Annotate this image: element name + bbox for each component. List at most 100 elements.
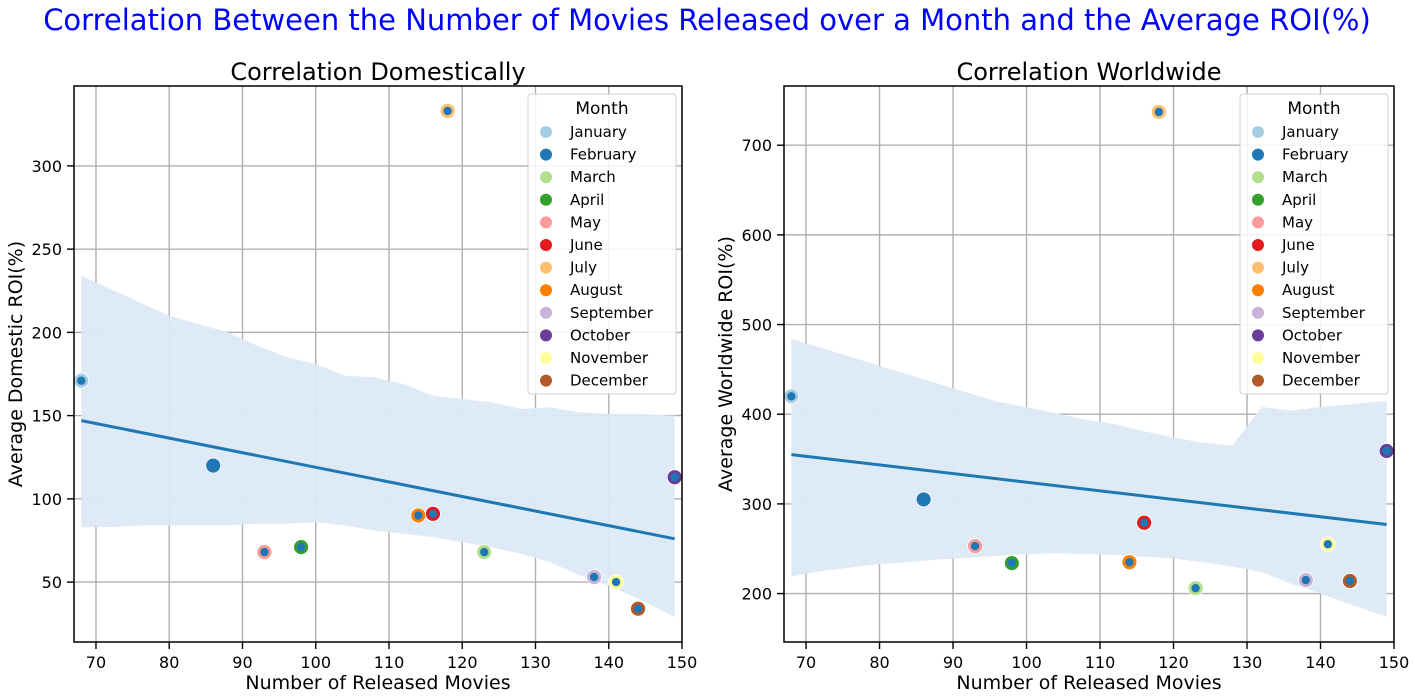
worldwide-legend-entry-september: September: [1282, 304, 1366, 322]
domestic-legend-box: [527, 93, 677, 395]
domestic-legend-entry-january: January: [569, 123, 627, 141]
figure-suptitle: Correlation Between the Number of Movies…: [43, 3, 1371, 37]
worldwide-legend-marker-june: [1252, 239, 1264, 251]
worldwide-legend-entry-february: February: [1282, 146, 1349, 164]
domestic-x-tick-label: 140: [593, 653, 624, 672]
worldwide-legend-box: [1239, 93, 1389, 395]
domestic-legend-marker-september: [540, 306, 552, 319]
worldwide-y-axis-label: Average Worldwide ROI(%): [715, 236, 737, 492]
worldwide-axes-frame: [783, 85, 1395, 643]
domestic-legend-entry-september: September: [570, 304, 654, 322]
domestic-x-tick-label: 130: [520, 653, 551, 672]
worldwide-legend-marker-november: [1252, 352, 1264, 364]
domestic-regression-dot: [443, 106, 452, 116]
worldwide-regression-dot: [1125, 557, 1134, 567]
domestic-regression-line: [81, 419, 675, 541]
domestic-x-tick-label: 150: [667, 653, 698, 672]
worldwide-x-tick-label: 90: [943, 653, 963, 672]
domestic-regression-dot: [633, 604, 643, 613]
domestic-legend-marker-january: [540, 126, 552, 138]
domestic-legend-entry-october: October: [570, 326, 631, 344]
worldwide-regression-dot: [787, 392, 796, 401]
worldwide-y-tick-label: 400: [741, 405, 772, 424]
domestic-legend-entry-december: December: [570, 372, 649, 390]
worldwide-legend-entry-october: October: [1282, 326, 1343, 344]
domestic-regression-dot: [414, 511, 423, 520]
domestic-legend-entry-november: November: [570, 349, 649, 367]
worldwide-regression-dot: [1139, 518, 1149, 527]
worldwide-x-tick-label: 110: [1085, 653, 1116, 672]
worldwide-legend-entry-january: January: [1281, 123, 1339, 141]
worldwide-x-tick-label: 70: [796, 653, 816, 672]
worldwide-legend-entry-june: June: [1281, 236, 1315, 254]
worldwide-x-tick-label: 140: [1305, 653, 1336, 672]
domestic-y-tick-label: 250: [31, 240, 62, 259]
worldwide-legend-entry-may: May: [1282, 213, 1313, 231]
worldwide-legend-entry-march: March: [1282, 168, 1328, 186]
domestic-y-tick-label: 50: [42, 573, 62, 592]
domestic-legend-marker-february: [540, 148, 552, 161]
worldwide-legend-marker-january: [1252, 126, 1264, 138]
worldwide-x-tick-label: 120: [1158, 653, 1189, 672]
worldwide-legend-marker-august: [1252, 284, 1264, 297]
worldwide-regression-dot: [1007, 558, 1017, 568]
worldwide-regression-dot: [919, 495, 928, 504]
domestic-regression-dot: [77, 376, 86, 385]
worldwide-regression-dot: [1323, 540, 1333, 549]
domestic-y-tick-label: 100: [31, 490, 62, 509]
worldwide-legend: Month January February March April May June Jul…: [1239, 93, 1389, 395]
worldwide-chart-title: Correlation Worldwide: [956, 58, 1221, 86]
domestic-legend-entry-august: August: [570, 281, 623, 299]
domestic-legend-marker-july: [540, 261, 552, 274]
domestic-x-tick-label: 80: [159, 653, 179, 672]
worldwide-legend-marker-february: [1252, 148, 1264, 161]
worldwide-regression-dot: [1191, 583, 1200, 593]
domestic-regression-dot: [611, 577, 621, 587]
worldwide-legend-title: Month: [1287, 99, 1340, 119]
domestic-legend-marker-october: [540, 329, 552, 342]
domestic-legend-entry-march: March: [570, 168, 616, 186]
domestic-regression-dot: [208, 461, 218, 470]
worldwide-legend-entry-august: August: [1282, 281, 1335, 299]
domestic-y-tick-label: 150: [31, 407, 62, 426]
worldwide-y-tick-label: 200: [741, 585, 772, 604]
worldwide-x-tick-label: 130: [1232, 653, 1263, 672]
domestic-legend-marker-march: [540, 171, 552, 184]
domestic-regression-dot: [260, 547, 269, 557]
domestic-x-tick-label: 100: [300, 653, 331, 672]
worldwide-confidence-band: [791, 338, 1387, 617]
worldwide-legend-marker-october: [1252, 329, 1264, 342]
worldwide-x-axis-label: Number of Released Movies: [956, 672, 1221, 694]
domestic-regression-dot: [670, 472, 679, 482]
domestic-y-axis-label: Average Domestic ROI(%): [5, 241, 27, 487]
domestic-legend-entry-june: June: [569, 236, 603, 254]
domestic-legend-marker-december: [540, 374, 552, 387]
domestic-regression-dot: [589, 572, 599, 582]
domestic-y-tick-label: 300: [31, 157, 62, 176]
domestic-legend-marker-may: [540, 216, 552, 229]
domestic-legend-marker-april: [540, 193, 552, 206]
worldwide-x-tick-label: 150: [1379, 653, 1410, 672]
worldwide-legend-entry-december: December: [1282, 372, 1361, 390]
domestic-axes-frame: [73, 85, 683, 643]
worldwide-legend-marker-july: [1252, 261, 1264, 274]
domestic-regression-dot: [480, 547, 489, 557]
worldwide-legend-marker-may: [1252, 216, 1264, 229]
domestic-legend-marker-august: [540, 284, 552, 297]
domestic-legend-marker-november: [540, 352, 552, 364]
domestic-legend-marker-june: [540, 239, 552, 251]
worldwide-x-tick-label: 100: [1011, 653, 1042, 672]
worldwide-x-tick-label: 80: [869, 653, 889, 672]
domestic-x-axis-label: Number of Released Movies: [245, 672, 510, 694]
worldwide-y-tick-label: 300: [741, 495, 772, 514]
domestic-legend-entry-may: May: [570, 213, 601, 231]
worldwide-y-tick-label: 600: [741, 226, 772, 245]
domestic-regression-dot: [296, 542, 306, 552]
worldwide-regression-dot: [1154, 107, 1164, 117]
worldwide-legend-entry-november: November: [1282, 349, 1361, 367]
domestic-chart-title: Correlation Domestically: [230, 58, 525, 86]
domestic-x-tick-label: 90: [232, 653, 252, 672]
worldwide-regression-dot: [1345, 576, 1355, 586]
domestic-x-tick-label: 70: [86, 653, 106, 672]
